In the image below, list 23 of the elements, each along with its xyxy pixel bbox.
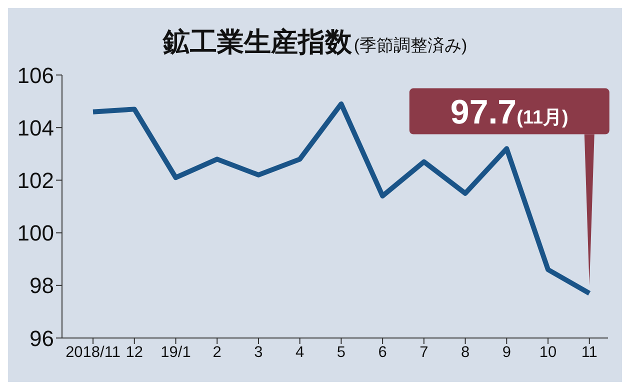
x-tick-label: 2018/11 [66, 344, 120, 362]
x-tick-label: 11 [581, 344, 598, 362]
x-tick-label: 8 [460, 344, 470, 362]
x-tick-label: 12 [126, 344, 144, 362]
y-tick-label: 96 [30, 326, 54, 351]
y-tick-label: 100 [17, 220, 54, 246]
x-tick-label: 19/1 [160, 344, 191, 362]
x-tick-label: 5 [336, 344, 346, 362]
x-tick-label: 2 [212, 344, 222, 362]
chart-title: 鉱工業生産指数 [162, 27, 352, 57]
callout: 97.7(11月) [409, 88, 610, 286]
y-tick-label: 106 [17, 62, 54, 88]
y-tick-label: 98 [30, 273, 54, 298]
x-tick-label: 3 [254, 344, 263, 362]
y-tick-label: 102 [17, 168, 54, 194]
x-tick-label: 7 [420, 344, 428, 362]
x-tick-label: 9 [502, 344, 511, 362]
x-tick-label: 10 [539, 344, 558, 362]
x-tick-label: 6 [378, 344, 387, 362]
annotation: 97.7(11月) [450, 93, 568, 132]
y-tick-label: 104 [17, 115, 54, 140]
x-tick-label: 4 [296, 344, 305, 362]
chart-subtitle: (季節調整済み) [354, 36, 468, 55]
